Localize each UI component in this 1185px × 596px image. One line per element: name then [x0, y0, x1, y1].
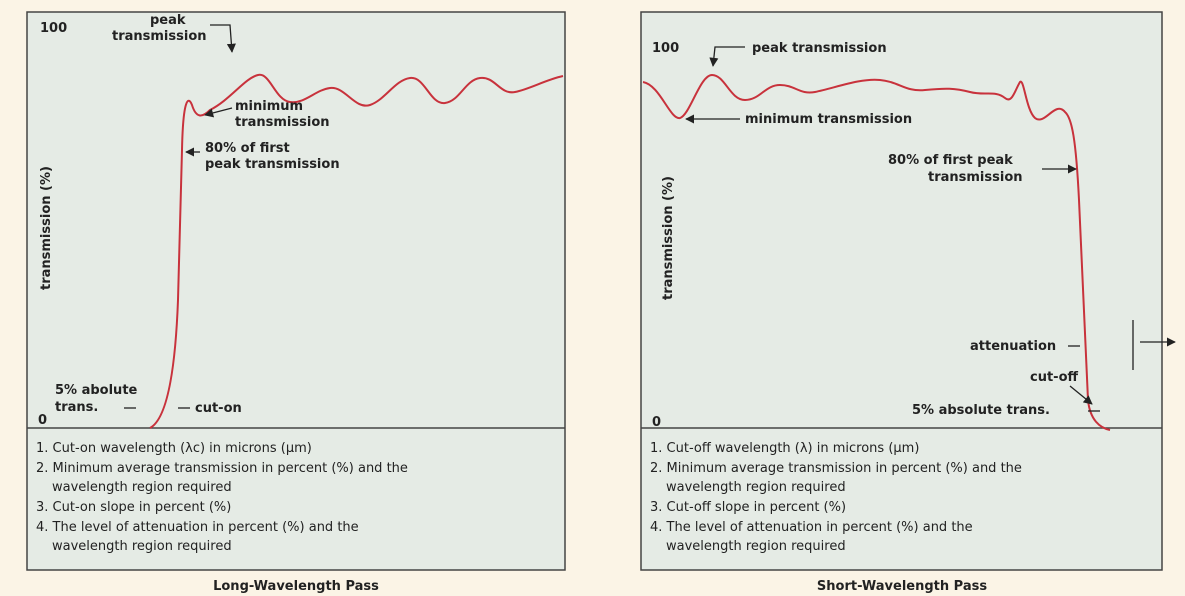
annotation: 80% of first [205, 141, 290, 156]
annotation: cut-on [195, 401, 242, 416]
note: 3. Cut-off slope in percent (%) [650, 500, 846, 515]
arrow [204, 107, 233, 118]
y-label: transmission (%) [661, 176, 676, 300]
annotation: peak [150, 13, 186, 28]
y-top: 100 [652, 41, 679, 56]
note: wavelength region required [666, 480, 846, 495]
annotation: 80% of first peak [888, 153, 1013, 168]
arrow [1069, 385, 1093, 405]
panel-frame [640, 11, 1163, 571]
caption: Long-Wavelength Pass [213, 579, 379, 594]
y-bottom: 0 [652, 415, 661, 430]
transmission-curve [642, 73, 1111, 431]
note: 4. The level of attenuation in percent (… [36, 520, 359, 535]
note: wavelength region required [666, 539, 846, 554]
panel-right: 100 0 transmission (%) peak transmission… [640, 11, 1176, 594]
annotation: 5% abolute [55, 383, 138, 398]
caption: Short-Wavelength Pass [817, 579, 987, 594]
note: wavelength region required [52, 480, 232, 495]
annotation: peak transmission [752, 41, 887, 56]
y-top: 100 [40, 21, 67, 36]
note: wavelength region required [52, 539, 232, 554]
arrow [709, 46, 745, 67]
note: 1. Cut-off wavelength (λ) in microns (μm… [650, 441, 919, 456]
note: 4. The level of attenuation in percent (… [650, 520, 973, 535]
note: 1. Cut-on wavelength (λc) in microns (μm… [36, 441, 312, 456]
y-label: transmission (%) [39, 166, 54, 290]
annotation: cut-off [1030, 370, 1079, 385]
annotation: transmission [112, 29, 207, 44]
panel-left: 100 0 transmission (%) peak transmission… [26, 11, 566, 594]
arrow [210, 24, 236, 53]
note: 2. Minimum average transmission in perce… [650, 461, 1022, 476]
note: 3. Cut-on slope in percent (%) [36, 500, 231, 515]
annotation: peak transmission [205, 157, 340, 172]
annotation: trans. [55, 400, 98, 415]
y-bottom: 0 [38, 413, 47, 428]
annotation: transmission [235, 115, 330, 130]
annotation: minimum [235, 99, 303, 114]
panel-frame [26, 11, 566, 571]
annotation: transmission [928, 170, 1023, 185]
annotation: 5% absolute trans. [912, 403, 1050, 418]
annotation: minimum transmission [745, 112, 912, 127]
note: 2. Minimum average transmission in perce… [36, 461, 408, 476]
annotation: attenuation [970, 339, 1056, 354]
transmission-curve [149, 73, 564, 429]
